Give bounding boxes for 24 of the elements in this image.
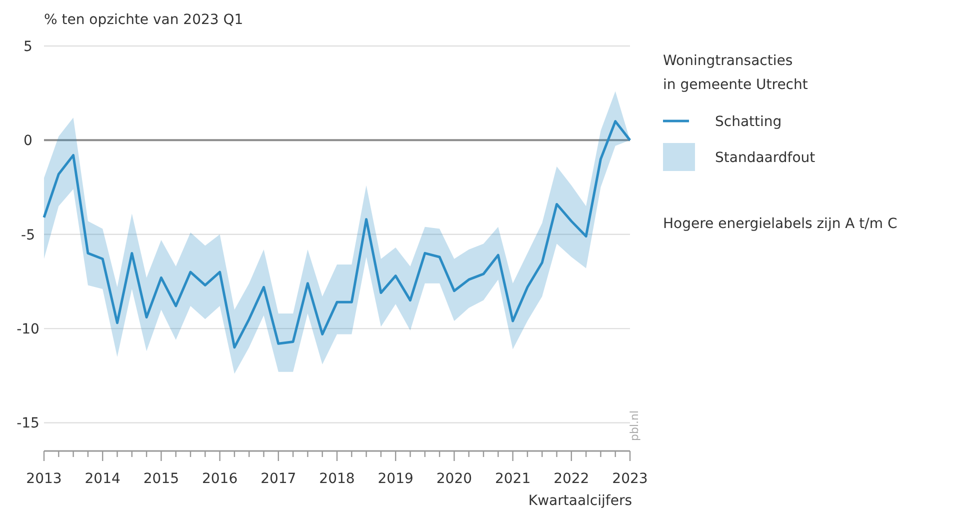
x-tick-label: 2023 — [612, 471, 648, 487]
x-tick-label: 2014 — [84, 471, 120, 487]
annotation: pbl.nl — [628, 410, 641, 441]
y-axis-title: % ten opzichte van 2023 Q1 — [44, 12, 244, 28]
legend-label: Schatting — [715, 114, 782, 130]
text: Standaardfout — [715, 150, 816, 166]
y-tick-label: -5 — [21, 227, 35, 244]
x-tick-label: 2015 — [143, 471, 180, 487]
x-tick-label: 2013 — [26, 471, 62, 487]
y-tick-label: -15 — [16, 416, 40, 432]
x-tick-label: 2020 — [436, 471, 472, 487]
x-tick-label: 2018 — [319, 471, 355, 487]
x-axis-title: Kwartaalcijfers — [528, 493, 632, 509]
text: Hogere energielabels zijn A t/m C — [663, 216, 898, 232]
x-tick-label: 2021 — [494, 471, 531, 487]
line-series — [42, 120, 632, 349]
x-tick-label: 2022 — [554, 471, 590, 487]
y-tick-label: 5 — [24, 38, 32, 55]
legend-title: Woningtransacties in gemeente Utrecht — [663, 53, 808, 93]
x-tick-label: 2016 — [202, 471, 238, 487]
y-tick-label: 0 — [24, 133, 32, 150]
x-tick-label: 2019 — [378, 471, 414, 487]
x-tick-label: 2017 — [260, 471, 296, 487]
y-tick-label: -10 — [16, 321, 40, 338]
